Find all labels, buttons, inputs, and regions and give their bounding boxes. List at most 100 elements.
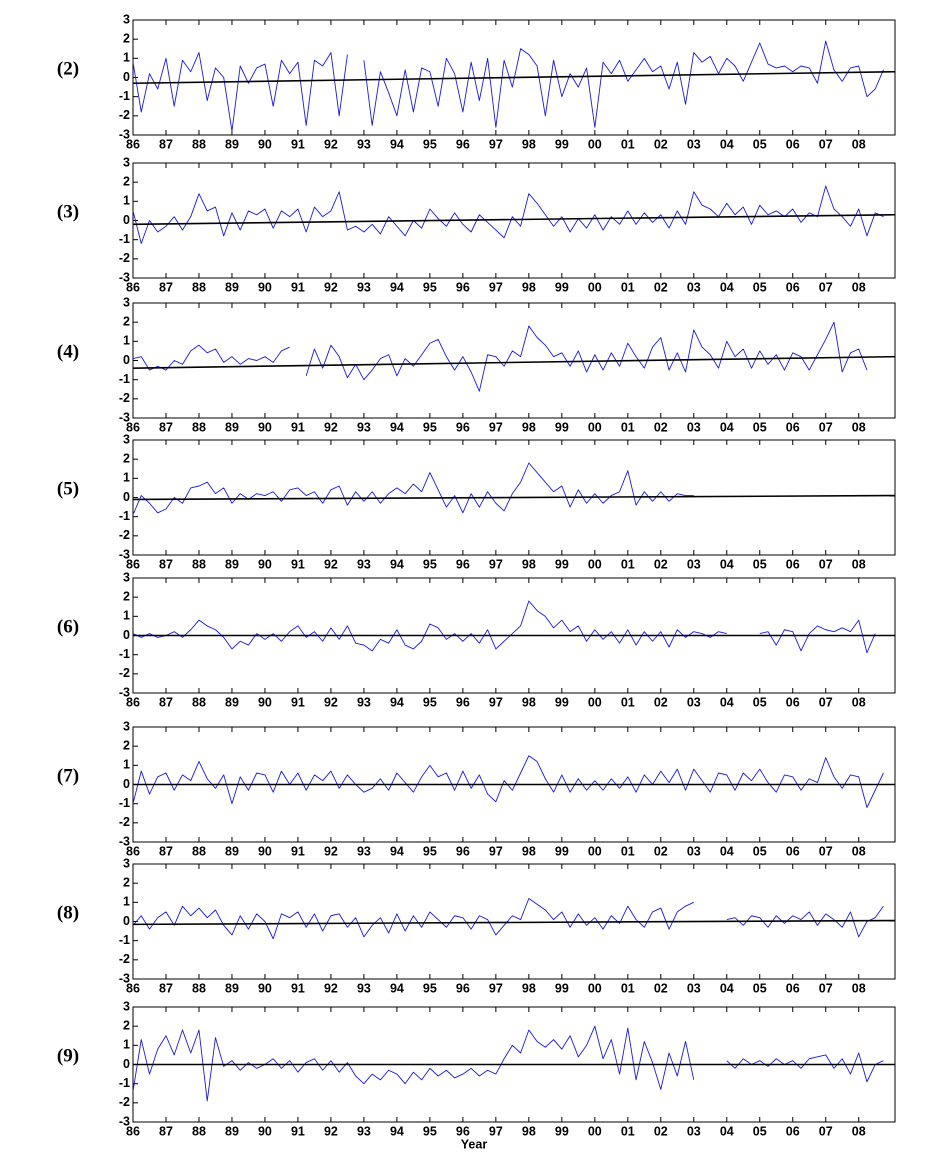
x-tick-label: 99 — [555, 557, 569, 571]
x-tick-label: 91 — [291, 557, 305, 571]
x-tick-label: 08 — [852, 420, 866, 434]
x-tick-label: 00 — [588, 695, 602, 709]
x-tick-label: 95 — [423, 981, 437, 995]
y-tick-label: 2 — [123, 31, 130, 45]
y-tick-label: 1 — [123, 758, 130, 772]
x-tick-label: 06 — [786, 981, 800, 995]
x-tick-label: 07 — [819, 420, 833, 434]
x-tick-label: 93 — [357, 844, 371, 858]
x-tick-label: 03 — [687, 695, 701, 709]
panel-label: (5) — [57, 478, 79, 499]
x-tick-label: 99 — [555, 137, 569, 151]
y-tick-label: -2 — [119, 108, 130, 122]
x-tick-label: 05 — [753, 280, 767, 294]
x-tick-label: 94 — [390, 420, 404, 434]
x-tick-label: 89 — [225, 557, 239, 571]
x-tick-label: 03 — [687, 557, 701, 571]
x-tick-label: 03 — [687, 844, 701, 858]
x-tick-label: 86 — [126, 420, 140, 434]
trend-line — [132, 919, 896, 926]
x-tick-label: 96 — [456, 1124, 470, 1138]
x-tick-label: 92 — [324, 280, 338, 294]
x-tick-label: 89 — [225, 137, 239, 151]
x-tick-label: 07 — [819, 557, 833, 571]
data-line — [132, 898, 884, 940]
x-tick-label: 87 — [159, 981, 173, 995]
x-tick-label: 04 — [720, 844, 734, 858]
panel-label: (4) — [57, 341, 79, 362]
x-tick-label: 99 — [555, 981, 569, 995]
y-tick-label: 3 — [123, 570, 130, 584]
x-tick-label: 94 — [390, 1124, 404, 1138]
x-tick-label: 07 — [819, 1124, 833, 1138]
x-tick-label: 00 — [588, 1124, 602, 1138]
x-tick-label: 07 — [819, 844, 833, 858]
x-tick-label: 96 — [456, 981, 470, 995]
x-tick-label: 88 — [192, 1124, 206, 1138]
x-tick-label: 05 — [753, 420, 767, 434]
x-tick-label: 02 — [654, 557, 668, 571]
y-tick-label: -2 — [119, 952, 130, 966]
x-tick-label: 06 — [786, 1124, 800, 1138]
x-tick-label: 90 — [258, 695, 272, 709]
trend-line — [132, 494, 896, 501]
x-tick-label: 98 — [522, 695, 536, 709]
y-tick-label: 1 — [123, 1038, 130, 1052]
x-tick-label: 87 — [159, 557, 173, 571]
x-tick-label: 97 — [489, 137, 503, 151]
x-tick-label: 95 — [423, 1124, 437, 1138]
x-tick-label: 88 — [192, 695, 206, 709]
x-tick-label: 88 — [192, 844, 206, 858]
x-tick-label: 86 — [126, 1124, 140, 1138]
x-tick-label: 01 — [621, 1124, 635, 1138]
y-tick-label: -2 — [119, 1095, 130, 1109]
x-tick-label: 97 — [489, 844, 503, 858]
x-tick-label: 96 — [456, 844, 470, 858]
x-tick-label: 01 — [621, 280, 635, 294]
x-tick-label: 04 — [720, 695, 734, 709]
y-tick-label: -3 — [119, 410, 130, 424]
data-line — [132, 462, 694, 515]
y-tick-label: -1 — [119, 232, 130, 246]
y-tick-label: 1 — [123, 609, 130, 623]
x-tick-label: 00 — [588, 137, 602, 151]
y-tick-label: -2 — [119, 251, 130, 265]
x-tick-label: 96 — [456, 557, 470, 571]
x-tick-label: 08 — [852, 280, 866, 294]
x-tick-label: 07 — [819, 137, 833, 151]
x-tick-label: 86 — [126, 844, 140, 858]
panel-label: (2) — [57, 58, 79, 79]
x-tick-label: 95 — [423, 137, 437, 151]
y-tick-label: 3 — [123, 999, 130, 1013]
x-tick-label: 87 — [159, 844, 173, 858]
y-tick-label: 1 — [123, 51, 130, 65]
x-tick-label: 90 — [258, 420, 272, 434]
x-tick-label: 05 — [753, 981, 767, 995]
y-tick-label: -3 — [119, 547, 130, 561]
x-tick-label: 89 — [225, 1124, 239, 1138]
x-tick-label: 90 — [258, 280, 272, 294]
y-tick-label: -3 — [119, 1114, 130, 1128]
x-tick-label: 95 — [423, 695, 437, 709]
plot-frame — [132, 302, 896, 419]
x-tick-label: 92 — [324, 1124, 338, 1138]
x-tick-label: 07 — [819, 981, 833, 995]
y-tick-label: -2 — [119, 666, 130, 680]
x-tick-label: 98 — [522, 844, 536, 858]
x-tick-label: 00 — [588, 557, 602, 571]
data-line — [132, 321, 868, 392]
x-tick-label: 07 — [819, 280, 833, 294]
x-tick-label: 90 — [258, 137, 272, 151]
x-tick-label: 86 — [126, 137, 140, 151]
y-tick-label: 2 — [123, 738, 130, 752]
x-tick-label: 96 — [456, 280, 470, 294]
x-tick-label: 06 — [786, 420, 800, 434]
x-tick-label: 08 — [852, 844, 866, 858]
x-tick-label: 87 — [159, 420, 173, 434]
y-tick-label: 2 — [123, 451, 130, 465]
y-tick-label: 1 — [123, 895, 130, 909]
panel-label: (8) — [57, 902, 79, 923]
trend-line — [132, 70, 896, 85]
y-tick-label: 3 — [123, 719, 130, 733]
